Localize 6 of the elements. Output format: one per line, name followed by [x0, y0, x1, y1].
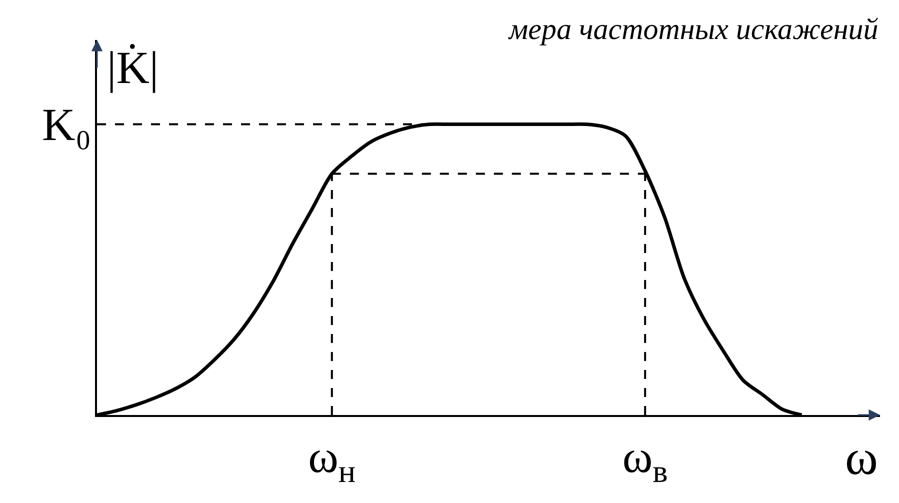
ref-line-label: K₀ [42, 99, 92, 150]
x-axis-title: ω [845, 429, 878, 485]
y-axis-title: |K̇| [107, 42, 159, 93]
text: мера частотных искажений [508, 13, 878, 46]
x-tick-label: ω$_{в}$ [622, 431, 668, 489]
x-tick-label: ω$_{н}$ [308, 431, 356, 489]
